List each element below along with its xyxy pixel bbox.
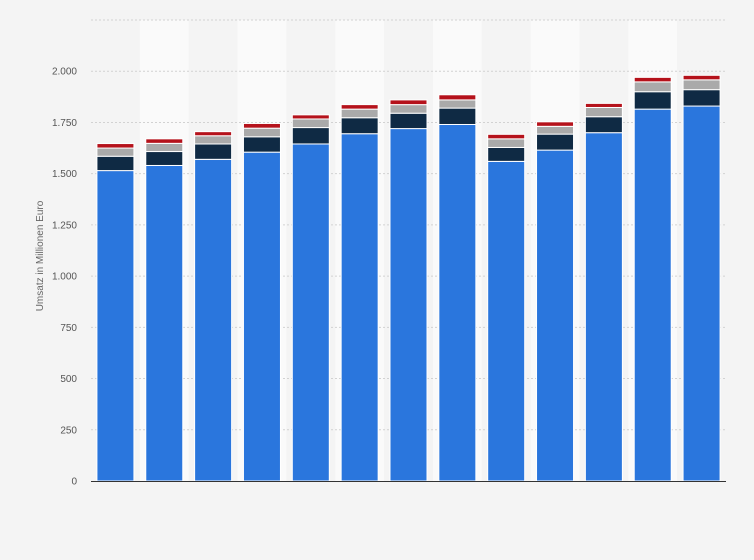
bar-segment-1[interactable] xyxy=(145,164,184,482)
bar-segment-1[interactable] xyxy=(340,133,379,482)
bar-segment-2[interactable] xyxy=(682,89,721,107)
bar-stack xyxy=(584,102,623,482)
bar-segment-4[interactable] xyxy=(584,102,623,108)
bar-segment-4[interactable] xyxy=(96,143,135,149)
bar-segment-3[interactable] xyxy=(584,106,623,118)
bar-segment-3[interactable] xyxy=(291,118,330,129)
bar-segment-4[interactable] xyxy=(242,122,281,129)
y-tick-label: 250 xyxy=(60,425,77,436)
bar-segment-2[interactable] xyxy=(194,143,233,160)
bar-stack xyxy=(340,104,379,482)
bar-stack xyxy=(633,76,672,482)
bar-segment-4[interactable] xyxy=(682,74,721,81)
bar-segment-1[interactable] xyxy=(584,132,623,482)
bar-segment-3[interactable] xyxy=(242,127,281,138)
bar-segment-2[interactable] xyxy=(438,107,477,125)
bar-segment-2[interactable] xyxy=(584,116,623,134)
y-tick-label: 500 xyxy=(60,374,77,385)
bar-segment-3[interactable] xyxy=(438,99,477,109)
y-tick-label: 0 xyxy=(71,477,77,488)
bar-segment-3[interactable] xyxy=(633,81,672,93)
bar-segment-2[interactable] xyxy=(340,117,379,135)
bar-stack xyxy=(194,131,233,482)
bar-segment-4[interactable] xyxy=(536,121,575,127)
bar-segment-1[interactable] xyxy=(633,108,672,482)
bar-segment-4[interactable] xyxy=(389,99,428,106)
bar-segment-2[interactable] xyxy=(633,91,672,110)
bar-segment-2[interactable] xyxy=(242,136,281,153)
bar-segment-3[interactable] xyxy=(389,104,428,114)
y-tick-label: 1.000 xyxy=(52,272,77,283)
bar-stack xyxy=(487,133,526,482)
bar-stack xyxy=(242,122,281,482)
bar-segment-4[interactable] xyxy=(438,94,477,101)
bar-segment-1[interactable] xyxy=(96,170,135,482)
bar-segment-3[interactable] xyxy=(487,138,526,148)
bar-segment-4[interactable] xyxy=(340,104,379,110)
bar-stack xyxy=(96,143,135,482)
bar-segment-1[interactable] xyxy=(536,149,575,482)
bar-segment-4[interactable] xyxy=(194,131,233,137)
bar-segment-2[interactable] xyxy=(96,155,135,172)
bar-segment-1[interactable] xyxy=(291,143,330,482)
y-tick-label: 1.750 xyxy=(52,118,77,129)
bar-segment-4[interactable] xyxy=(291,114,330,120)
bar-segment-3[interactable] xyxy=(536,125,575,135)
bar-stack xyxy=(438,94,477,482)
bar-segment-3[interactable] xyxy=(340,108,379,119)
bar-segment-2[interactable] xyxy=(145,151,184,166)
bar-segment-4[interactable] xyxy=(145,138,184,144)
bar-segment-3[interactable] xyxy=(194,135,233,145)
y-tick-label: 750 xyxy=(60,323,77,334)
bar-segment-1[interactable] xyxy=(438,123,477,482)
y-tick-label: 1.500 xyxy=(52,169,77,180)
bar-segment-1[interactable] xyxy=(682,105,721,482)
bar-segment-1[interactable] xyxy=(389,128,428,482)
y-axis-title: Umsatz in Millionen Euro xyxy=(35,200,46,311)
bar-segment-3[interactable] xyxy=(145,142,184,153)
bars xyxy=(96,74,721,482)
y-axis-tick-labels: 0 250 500 750 1.000 1.250 1.500 1.750 2.000 xyxy=(52,67,77,488)
bar-segment-3[interactable] xyxy=(96,147,135,157)
bar-stack xyxy=(389,99,428,482)
bar-stack xyxy=(682,74,721,482)
bar-segment-1[interactable] xyxy=(194,158,233,482)
bar-stack xyxy=(145,138,184,482)
bar-segment-2[interactable] xyxy=(487,146,526,162)
bar-segment-2[interactable] xyxy=(291,127,330,145)
bar-segment-4[interactable] xyxy=(487,133,526,140)
bar-segment-2[interactable] xyxy=(536,133,575,151)
y-tick-label: 2.000 xyxy=(52,67,77,78)
bar-segment-3[interactable] xyxy=(682,79,721,91)
bar-segment-4[interactable] xyxy=(633,76,672,83)
bar-segment-1[interactable] xyxy=(487,160,526,482)
bar-segment-1[interactable] xyxy=(242,151,281,482)
bar-stack xyxy=(291,114,330,482)
y-tick-label: 1.250 xyxy=(52,220,77,231)
bar-stack xyxy=(536,121,575,482)
bar-segment-2[interactable] xyxy=(389,112,428,130)
